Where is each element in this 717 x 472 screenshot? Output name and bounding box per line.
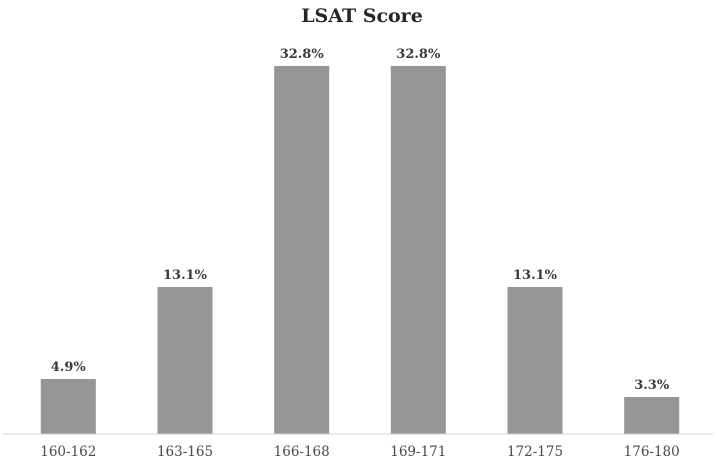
x-tick-label-176-180: 176-180 — [624, 444, 680, 460]
bars-layer — [40, 66, 680, 434]
x-tick-label-166-168: 166-168 — [274, 444, 330, 460]
data-label-160-162: 4.9% — [51, 360, 87, 375]
data-label-176-180: 3.3% — [634, 378, 670, 393]
chart-title: LSAT Score — [301, 5, 423, 27]
x-tick-label-169-171: 169-171 — [390, 444, 446, 460]
bar-163-165 — [157, 287, 213, 434]
data-label-163-165: 13.1% — [163, 268, 208, 283]
x-tick-label-172-175: 172-175 — [507, 444, 563, 460]
data-label-166-168: 32.8% — [280, 47, 325, 62]
bar-176-180 — [624, 397, 680, 434]
bar-172-175 — [507, 287, 563, 434]
bar-169-171 — [390, 66, 446, 434]
x-tick-label-160-162: 160-162 — [40, 444, 96, 460]
x-tick-labels-layer: 160-162 163-165 166-168 169-171 172-175 176-1… — [40, 444, 680, 460]
x-tick-label-163-165: 163-165 — [157, 444, 213, 460]
bar-160-162 — [40, 379, 96, 434]
bar-166-168 — [274, 66, 330, 434]
data-labels-layer: 4.9% 13.1% 32.8% 32.8% 13.1% 3.3% — [51, 47, 670, 393]
data-label-172-175: 13.1% — [513, 268, 558, 283]
data-label-169-171: 32.8% — [396, 47, 441, 62]
